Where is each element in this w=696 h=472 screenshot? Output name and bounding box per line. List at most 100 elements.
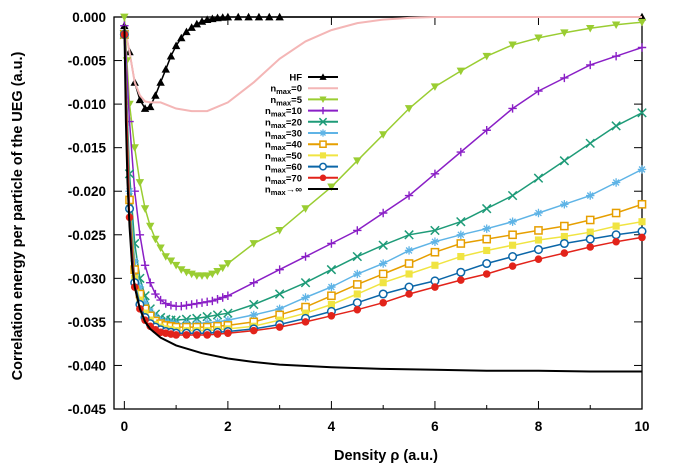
data-point [202,272,212,280]
data-point [534,226,543,235]
x-tick-label: 2 [224,419,232,434]
x-tick-label: 0 [121,419,129,434]
data-point [151,312,160,321]
data-point [213,330,222,338]
data-point [585,215,595,225]
data-point [457,276,465,284]
legend-label-sub: max [271,121,287,130]
data-point [508,41,517,50]
data-point [187,300,196,309]
data-point [352,298,362,308]
data-point [202,311,212,322]
data-point [265,12,274,21]
data-point [166,52,176,60]
legend-label-main: n [265,129,271,140]
data-point [378,269,388,279]
series-layer [119,12,647,373]
data-point [151,289,160,299]
data-point [586,228,594,236]
data-point [177,266,186,274]
data-point [319,162,327,171]
data-point [404,105,414,113]
data-point [140,298,150,307]
data-point [156,244,165,253]
data-point [140,261,150,270]
data-point [508,230,517,240]
data-point [482,234,492,244]
data-point [326,264,337,275]
data-point [483,246,491,255]
legend-label: nmax=5 [270,95,302,108]
data-point [353,226,362,235]
data-point [509,241,517,249]
data-point [146,222,155,231]
data-point [431,261,439,269]
legend-label-main: n [265,185,271,196]
data-point [202,297,212,307]
data-point [218,293,227,302]
data-point [254,12,264,21]
data-point [534,208,543,218]
data-point [249,299,259,310]
series-line [123,16,642,113]
legend-entry: nmax→∞ [265,185,338,197]
data-point [637,165,647,174]
data-point [275,323,284,331]
legend-label: nmax=60 [265,162,302,175]
data-point [456,147,466,157]
data-point [560,200,569,209]
data-point [482,258,492,269]
data-point [560,232,568,241]
data-point [224,329,232,337]
data-point [223,308,233,318]
data-point [156,295,165,305]
data-point [182,331,191,339]
data-point [156,78,165,86]
legend-label-tail: →∞ [286,185,303,196]
data-point [223,260,233,268]
legend-entry: nmax=30 [265,129,338,141]
data-point [171,261,181,270]
data-point [637,43,647,52]
data-point [353,305,362,314]
data-point [353,290,361,298]
data-point [533,173,544,183]
data-point [430,169,440,178]
data-point [249,278,258,287]
data-point [171,41,181,50]
legend-label: nmax=0 [270,84,302,97]
data-point [404,230,414,240]
data-point [559,238,569,249]
data-point [482,224,491,233]
y-tick-label: -0.010 [68,97,106,112]
data-point [130,144,139,152]
data-point [146,307,155,316]
data-point [120,13,129,22]
data-point [161,299,170,308]
y-tick-label: -0.030 [68,271,106,286]
data-point [249,326,258,335]
data-point [586,243,595,251]
data-point [404,282,414,292]
legend-label-sub: max [271,132,287,141]
data-point [611,52,621,61]
data-point [327,239,336,248]
legend-label: nmax=40 [265,140,302,153]
data-point [612,222,620,230]
data-point [319,107,327,115]
data-point [559,156,570,166]
data-point [638,233,646,242]
legend-label-sub: max [271,154,287,163]
legend-label-tail: =30 [286,129,302,140]
data-point [352,280,362,289]
legend-label-main: n [270,84,276,95]
data-point [533,245,544,255]
data-point [172,331,180,339]
legend-label-sub: max [276,87,292,96]
data-point [456,230,466,239]
data-point [327,282,336,292]
data-point [182,301,191,310]
data-point [213,295,222,304]
data-point [140,205,150,213]
data-point [405,270,413,278]
